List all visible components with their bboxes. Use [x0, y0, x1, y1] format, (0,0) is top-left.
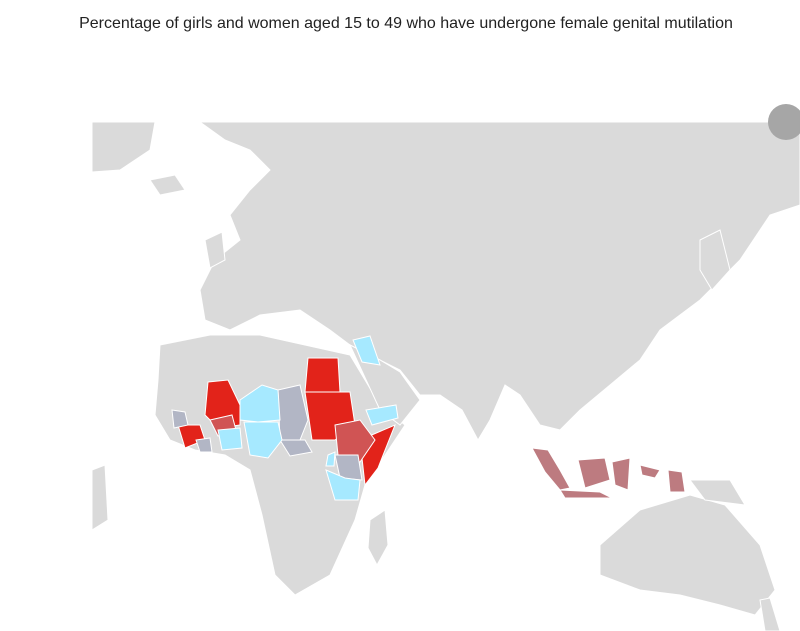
- scroll-handle[interactable]: [768, 104, 800, 140]
- map-title: Percentage of girls and women aged 15 to…: [79, 15, 733, 32]
- land: [91, 121, 800, 631]
- highlighted-countries: [171, 335, 686, 501]
